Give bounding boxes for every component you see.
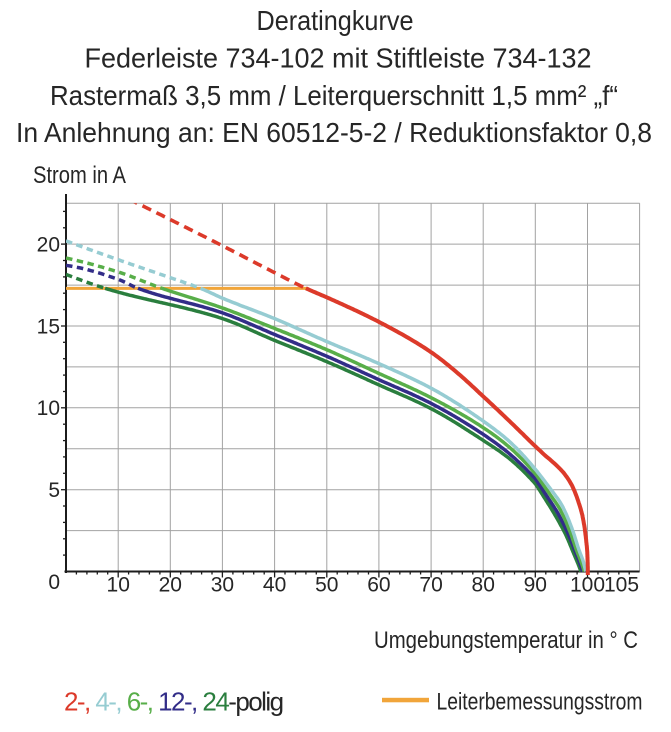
svg-text:10: 10 bbox=[107, 574, 130, 597]
svg-text:In Anlehnung an: EN 60512-5-2: In Anlehnung an: EN 60512-5-2 / Reduktio… bbox=[16, 117, 652, 148]
svg-text:105: 105 bbox=[604, 574, 639, 597]
svg-text:Umgebungstemperatur in ° C: Umgebungstemperatur in ° C bbox=[374, 627, 638, 654]
svg-text:15: 15 bbox=[37, 315, 60, 338]
svg-text:Leiterbemessungsstrom: Leiterbemessungsstrom bbox=[437, 689, 643, 716]
svg-text:40: 40 bbox=[263, 574, 286, 597]
svg-text:30: 30 bbox=[211, 574, 234, 597]
svg-text:2-, 4-, 6-, 12-, 24-polig: 2-, 4-, 6-, 12-, 24-polig bbox=[64, 687, 283, 717]
svg-text:60: 60 bbox=[367, 574, 390, 597]
svg-text:70: 70 bbox=[419, 574, 442, 597]
svg-text:Deratingkurve: Deratingkurve bbox=[257, 5, 414, 36]
svg-text:20: 20 bbox=[37, 233, 60, 256]
svg-text:80: 80 bbox=[472, 574, 495, 597]
svg-text:100: 100 bbox=[570, 574, 605, 597]
svg-text:Rastermaß 3,5 mm / Leiterquers: Rastermaß 3,5 mm / Leiterquerschnitt 1,5… bbox=[50, 80, 618, 111]
svg-text:Federleiste 734-102 mit Stiftl: Federleiste 734-102 mit Stiftleiste 734-… bbox=[85, 43, 592, 74]
svg-text:20: 20 bbox=[159, 574, 182, 597]
svg-text:90: 90 bbox=[524, 574, 547, 597]
svg-text:5: 5 bbox=[48, 479, 60, 502]
svg-text:50: 50 bbox=[315, 574, 338, 597]
svg-text:Strom in A: Strom in A bbox=[33, 162, 126, 189]
svg-text:10: 10 bbox=[37, 397, 60, 420]
svg-text:0: 0 bbox=[48, 571, 60, 594]
